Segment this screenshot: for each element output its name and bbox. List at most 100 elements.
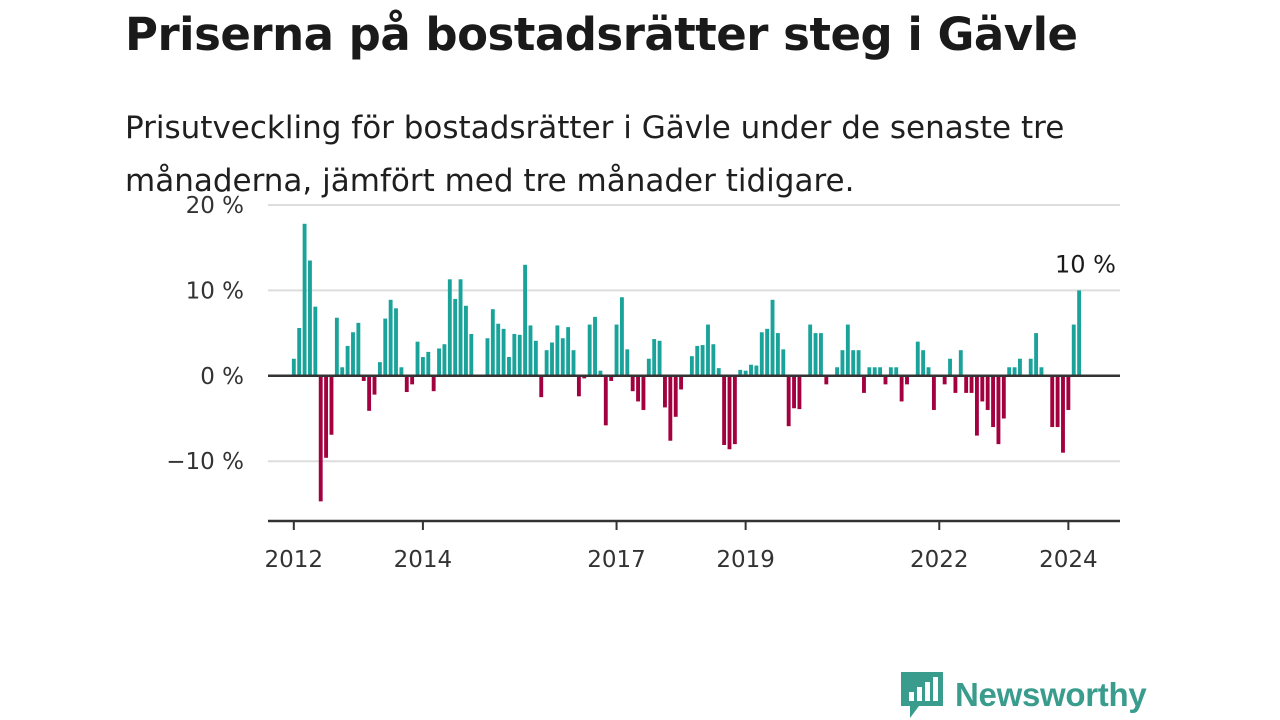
bar [469, 333, 474, 376]
bar [512, 333, 517, 376]
bar [845, 324, 850, 376]
bar [528, 325, 533, 376]
bar [915, 341, 920, 376]
bar [905, 375, 909, 385]
bar [700, 345, 705, 376]
bar [587, 324, 592, 376]
bar [437, 348, 441, 376]
bar [1055, 375, 1060, 428]
bar [781, 349, 786, 376]
bar [501, 328, 506, 376]
y-tick-label: 10 % [186, 278, 244, 304]
bar [743, 370, 748, 376]
bar [308, 260, 312, 376]
bar [878, 367, 883, 376]
bar [931, 375, 936, 410]
bars [291, 223, 1082, 502]
bar [625, 349, 630, 376]
x-tick-label: 2024 [1039, 547, 1098, 573]
brand-name: Newsworthy [955, 676, 1147, 713]
bar [291, 358, 296, 376]
bar [464, 305, 468, 376]
bar [749, 364, 753, 376]
bar [754, 365, 759, 376]
bar [313, 306, 318, 376]
bar [819, 333, 823, 376]
bar [394, 308, 398, 376]
bar [351, 332, 355, 376]
axes [268, 374, 1120, 530]
y-tick-label: 0 % [200, 364, 244, 390]
bar [544, 350, 549, 376]
bar [663, 375, 667, 408]
bar [980, 375, 985, 402]
bar [555, 325, 560, 376]
bar [636, 375, 640, 402]
bar [324, 375, 329, 458]
chart-title: Priserna på bostadsrätter steg i Gävle [125, 8, 1078, 61]
bar [507, 357, 511, 376]
bar [996, 375, 1001, 445]
bar [383, 318, 388, 376]
bar [1007, 367, 1012, 376]
bar [926, 367, 931, 376]
bar [1061, 375, 1065, 453]
bar [862, 375, 866, 393]
bar [329, 375, 334, 435]
bar [716, 368, 721, 376]
bar [969, 375, 974, 393]
bar [1039, 367, 1044, 376]
bar [711, 344, 716, 376]
bar [668, 375, 673, 441]
bar [442, 344, 447, 376]
bar [1034, 333, 1039, 376]
bar [566, 327, 571, 376]
bar [361, 375, 366, 381]
bar [813, 333, 818, 376]
bar [372, 375, 377, 395]
bar [985, 375, 990, 410]
bar [356, 322, 361, 376]
bar [652, 339, 657, 376]
bar [673, 375, 678, 417]
bar [619, 297, 624, 376]
bar [727, 375, 732, 450]
bar [420, 357, 425, 376]
bar [921, 350, 926, 376]
chart-subtitle: Prisutveckling för bostadsrätter i Gävle… [125, 110, 1065, 199]
x-tick-label: 2012 [265, 547, 324, 573]
bar [490, 309, 495, 376]
bar [453, 298, 458, 376]
bar [722, 375, 727, 445]
bar [447, 279, 452, 376]
bar [576, 375, 581, 397]
bar [883, 375, 888, 385]
bar [550, 342, 554, 376]
newsworthy-logo: Newsworthy [901, 672, 1147, 718]
bar [560, 338, 565, 376]
bar [958, 350, 963, 376]
x-tick-label: 2017 [587, 547, 646, 573]
bar [630, 375, 635, 392]
bar [426, 351, 431, 376]
bar [345, 345, 350, 376]
bar [991, 375, 995, 428]
bar [732, 375, 737, 445]
bar [404, 375, 409, 393]
bar [533, 340, 538, 376]
bar [571, 350, 576, 376]
bar [377, 362, 382, 376]
y-tick-label: 20 % [186, 193, 244, 219]
bar [603, 375, 608, 426]
bar [539, 375, 544, 398]
bar [888, 367, 893, 376]
bar [598, 370, 603, 376]
bar [792, 375, 796, 409]
bar [367, 375, 372, 411]
bar [431, 375, 436, 392]
bar [770, 299, 775, 376]
bar [458, 279, 463, 376]
bar [302, 223, 307, 376]
bar [974, 375, 979, 436]
